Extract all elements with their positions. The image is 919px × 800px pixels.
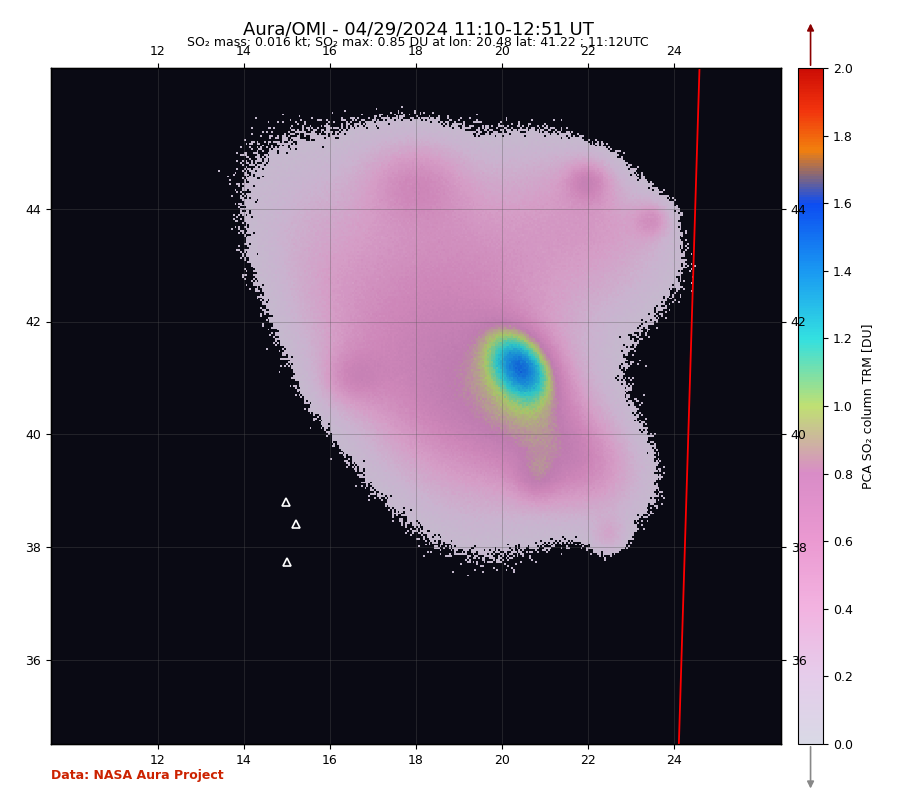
Text: Aura/OMI - 04/29/2024 11:10-12:51 UT: Aura/OMI - 04/29/2024 11:10-12:51 UT — [243, 20, 594, 38]
Text: Data: NASA Aura Project: Data: NASA Aura Project — [51, 770, 223, 782]
Y-axis label: PCA SO₂ column TRM [DU]: PCA SO₂ column TRM [DU] — [861, 323, 875, 489]
Text: SO₂ mass: 0.016 kt; SO₂ max: 0.85 DU at lon: 20.48 lat: 41.22 ; 11:12UTC: SO₂ mass: 0.016 kt; SO₂ max: 0.85 DU at … — [187, 36, 649, 49]
